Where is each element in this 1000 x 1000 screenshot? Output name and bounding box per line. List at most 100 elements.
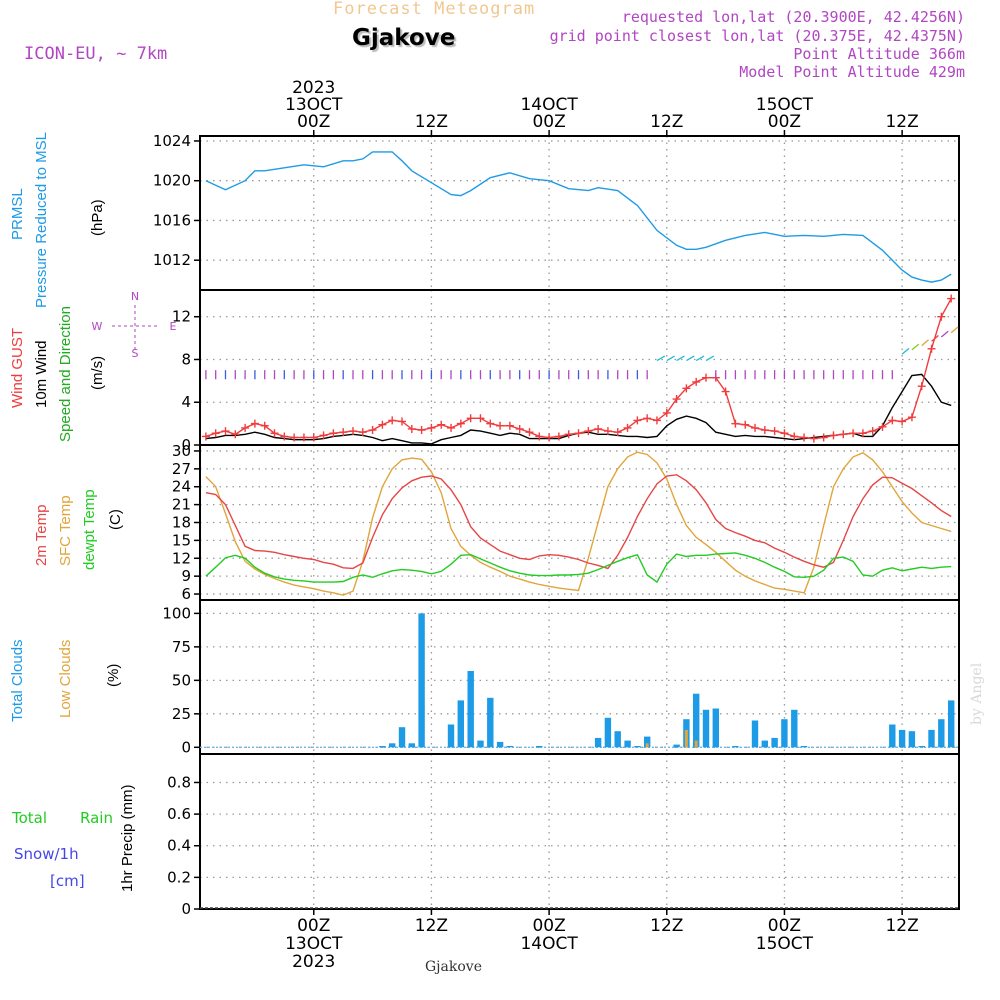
total-cloud-bar — [594, 737, 602, 748]
total-cloud-bar — [889, 724, 896, 748]
compass-s: S — [132, 347, 139, 360]
gust-marker — [839, 430, 848, 439]
gust-marker — [466, 414, 475, 423]
gust-marker — [643, 414, 652, 423]
gust-marker — [309, 433, 318, 442]
gust-marker — [888, 416, 897, 425]
total-cloud-bar — [536, 746, 543, 748]
gust-marker — [584, 427, 593, 436]
top-year-label: 2023 — [292, 78, 335, 98]
y-tick-label: 0 — [181, 436, 191, 454]
total-cloud-bar — [614, 731, 621, 748]
y-tick-label: 50 — [172, 671, 191, 689]
gust-marker — [231, 430, 240, 439]
gust-marker — [652, 416, 661, 425]
panel-frame — [199, 753, 960, 910]
gust-marker — [878, 422, 887, 431]
point-altitude: Point Altitude 366m — [793, 45, 965, 63]
t2m-temp-line — [205, 474, 952, 570]
y-tick-label: 15 — [172, 531, 191, 549]
top-time-label: 12Z — [885, 112, 918, 132]
gust-marker — [486, 419, 495, 428]
sfc-temp-line — [205, 451, 952, 596]
gust-marker — [868, 427, 877, 436]
snow-label-1: Snow/1h — [14, 845, 79, 863]
wind-direction-arrow — [940, 330, 949, 338]
top-time-label: 12Z — [415, 112, 448, 132]
gust-marker — [437, 420, 446, 429]
y-tick-label: 1020 — [153, 172, 191, 190]
total-cloud-bar — [496, 741, 504, 748]
compass-w: W — [92, 320, 103, 333]
gust-marker — [280, 432, 289, 441]
y-tick-label: 25 — [172, 705, 191, 723]
top-date-label: 14OCT — [520, 95, 578, 115]
gust-marker — [741, 420, 750, 429]
total-cloud-bar — [938, 719, 945, 748]
gust-marker — [751, 423, 760, 432]
wind-direction-arrow — [656, 355, 666, 362]
total-cloud-bar — [693, 693, 700, 748]
total-cloud-bar — [781, 719, 788, 748]
wind-direction-arrow — [705, 355, 715, 362]
compass-n: N — [131, 290, 139, 303]
total-cloud-bar — [918, 746, 925, 748]
low-cloud-bar — [684, 729, 688, 748]
gust-marker — [496, 421, 505, 430]
bottom-time-label: 00Z — [532, 916, 565, 936]
gust-marker — [564, 430, 573, 439]
y-tick-label: 12 — [172, 549, 191, 567]
total-cloud-bar — [673, 744, 680, 748]
gust-marker — [760, 426, 769, 435]
gust-marker — [535, 432, 544, 441]
gust-marker — [731, 419, 740, 428]
y-tick-label: 27 — [172, 460, 191, 478]
gust-marker — [623, 423, 632, 432]
bottom-year-label: 2023 — [292, 952, 335, 972]
total-cloud-bar — [467, 671, 474, 748]
gust-marker — [770, 427, 779, 436]
wind-direction-arrow — [901, 347, 910, 355]
gust-marker — [702, 373, 710, 382]
low-cloud-bar — [694, 740, 698, 748]
compass-e: E — [170, 320, 177, 333]
wind-direction-arrow — [921, 339, 930, 347]
gust-marker — [849, 429, 858, 438]
bottom-date-label: 14OCT — [520, 934, 578, 954]
total-cloud-bar — [771, 737, 778, 748]
gust-marker — [917, 382, 926, 391]
total-cloud-bar — [389, 743, 396, 748]
gust-marker — [368, 426, 377, 435]
total-cloud-bar — [477, 740, 484, 748]
bottom-date-label: 13OCT — [285, 934, 343, 954]
total-cloud-bar — [634, 746, 641, 748]
gust-marker — [505, 421, 514, 430]
top-time-label: 00Z — [768, 112, 801, 132]
wind-gust-line — [205, 298, 952, 440]
total-cloud-bar — [408, 743, 415, 748]
y-tick-label: 24 — [172, 478, 191, 496]
bottom-date-label: 15OCT — [756, 934, 814, 954]
gust-marker — [721, 387, 730, 396]
total-cloud-bar — [800, 746, 808, 748]
gust-marker — [947, 294, 956, 303]
bottom-time-label: 00Z — [768, 916, 801, 936]
gust-marker — [819, 433, 828, 442]
rain-label-2: Rain — [80, 809, 113, 827]
gust-marker — [221, 427, 230, 436]
total-cloud-bar — [928, 729, 935, 748]
wind-direction-arrow — [695, 355, 705, 362]
gust-marker — [348, 427, 357, 436]
bottom-time-label: 12Z — [885, 916, 918, 936]
gust-marker — [809, 434, 818, 443]
gust-marker — [270, 429, 279, 438]
y-tick-label: 9 — [181, 567, 191, 585]
bottom-time-label: 12Z — [415, 916, 448, 936]
y-tick-label: 6 — [181, 585, 191, 603]
gust-marker — [829, 431, 838, 440]
gust-marker — [613, 428, 622, 437]
total-cloud-bar — [898, 729, 906, 748]
gust-marker — [554, 432, 563, 441]
total-cloud-bar — [791, 709, 798, 748]
